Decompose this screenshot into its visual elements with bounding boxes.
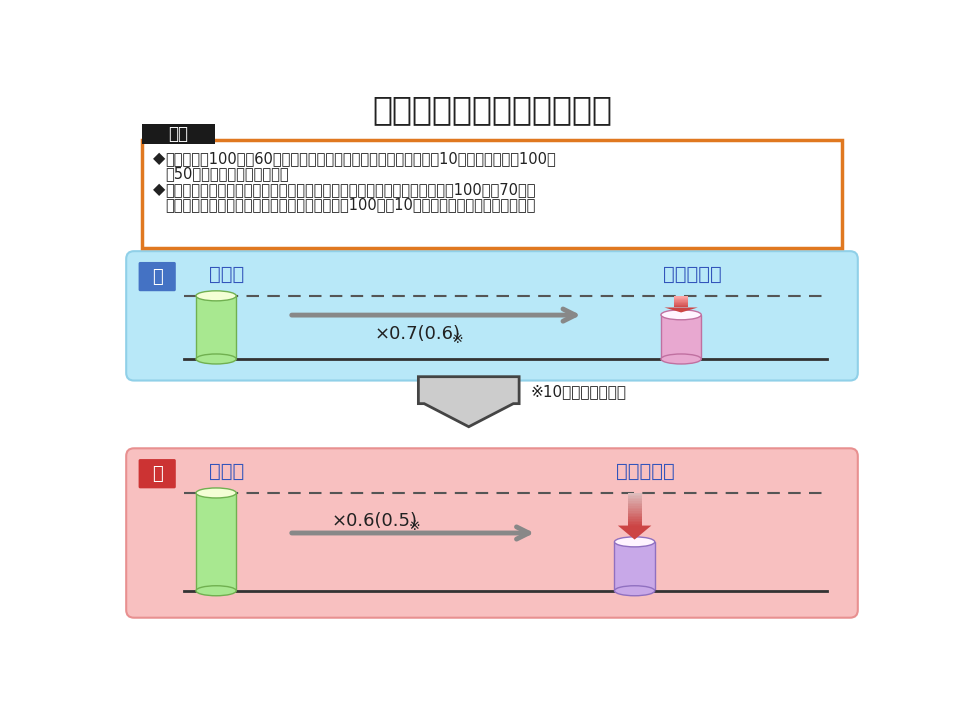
- FancyBboxPatch shape: [628, 519, 641, 521]
- Polygon shape: [618, 526, 651, 539]
- FancyBboxPatch shape: [628, 518, 641, 519]
- Text: なお、バイオ後続品については従前どおりとすることとする。（先発品の100分の70を乗: なお、バイオ後続品については従前どおりとすることとする。（先発品の100分の70…: [165, 182, 536, 197]
- FancyBboxPatch shape: [628, 506, 641, 508]
- FancyBboxPatch shape: [628, 524, 641, 526]
- Text: 「先発品の100分の60を乗じた額（内用薬については、銘柄数が10を超える場合は100分: 「先発品の100分の60を乗じた額（内用薬については、銘柄数が10を超える場合は…: [165, 151, 556, 166]
- FancyBboxPatch shape: [126, 251, 858, 381]
- FancyBboxPatch shape: [138, 459, 176, 488]
- FancyBboxPatch shape: [628, 501, 641, 503]
- Text: ◆: ◆: [153, 151, 165, 166]
- FancyBboxPatch shape: [628, 514, 641, 516]
- FancyBboxPatch shape: [628, 513, 641, 514]
- FancyBboxPatch shape: [142, 124, 215, 144]
- Text: 新: 新: [152, 464, 162, 482]
- Text: 先発品: 先発品: [209, 462, 245, 481]
- Text: じた額。臨床試験の充実度に応じて、当該額に100分の10を上限として乗じた額を加算）: じた額。臨床試験の充実度に応じて、当該額に100分の10を上限として乗じた額を加…: [165, 197, 536, 212]
- Text: 旧: 旧: [152, 268, 162, 286]
- FancyBboxPatch shape: [628, 521, 641, 522]
- Text: ※: ※: [409, 519, 420, 533]
- FancyBboxPatch shape: [628, 500, 641, 501]
- FancyBboxPatch shape: [628, 496, 641, 498]
- Text: 対応: 対応: [169, 125, 188, 143]
- Ellipse shape: [196, 354, 236, 364]
- FancyBboxPatch shape: [142, 140, 842, 248]
- Text: の50を乗じた額）」とする。: の50を乗じた額）」とする。: [165, 166, 289, 181]
- Ellipse shape: [196, 488, 236, 498]
- FancyBboxPatch shape: [628, 503, 641, 505]
- Text: ×0.6(0.5): ×0.6(0.5): [331, 513, 418, 531]
- Text: ※: ※: [452, 332, 464, 346]
- FancyBboxPatch shape: [628, 516, 641, 518]
- Ellipse shape: [196, 291, 236, 301]
- FancyBboxPatch shape: [196, 493, 236, 590]
- FancyBboxPatch shape: [614, 542, 655, 590]
- FancyBboxPatch shape: [628, 495, 641, 496]
- Ellipse shape: [196, 586, 236, 595]
- FancyBboxPatch shape: [628, 511, 641, 513]
- FancyBboxPatch shape: [628, 498, 641, 500]
- Ellipse shape: [660, 354, 701, 364]
- Text: 新規後発品: 新規後発品: [616, 462, 675, 481]
- Text: 新規収載後発医薬品の薬価: 新規収載後発医薬品の薬価: [372, 93, 612, 126]
- Text: 新規後発品: 新規後発品: [662, 265, 721, 284]
- Text: ※10品目超えの場合: ※10品目超えの場合: [531, 384, 627, 400]
- Ellipse shape: [614, 586, 655, 595]
- Text: 先発品: 先発品: [209, 265, 245, 284]
- FancyBboxPatch shape: [196, 296, 236, 359]
- FancyBboxPatch shape: [138, 262, 176, 291]
- FancyBboxPatch shape: [628, 522, 641, 524]
- FancyBboxPatch shape: [628, 509, 641, 511]
- Ellipse shape: [614, 537, 655, 547]
- FancyBboxPatch shape: [628, 493, 641, 495]
- Ellipse shape: [660, 310, 701, 320]
- Polygon shape: [419, 377, 519, 427]
- Text: ×0.7(0.6): ×0.7(0.6): [374, 325, 460, 343]
- FancyBboxPatch shape: [628, 505, 641, 506]
- Text: ◆: ◆: [153, 182, 165, 197]
- FancyBboxPatch shape: [660, 315, 701, 359]
- FancyBboxPatch shape: [126, 449, 858, 618]
- Polygon shape: [664, 307, 698, 312]
- FancyBboxPatch shape: [628, 508, 641, 509]
